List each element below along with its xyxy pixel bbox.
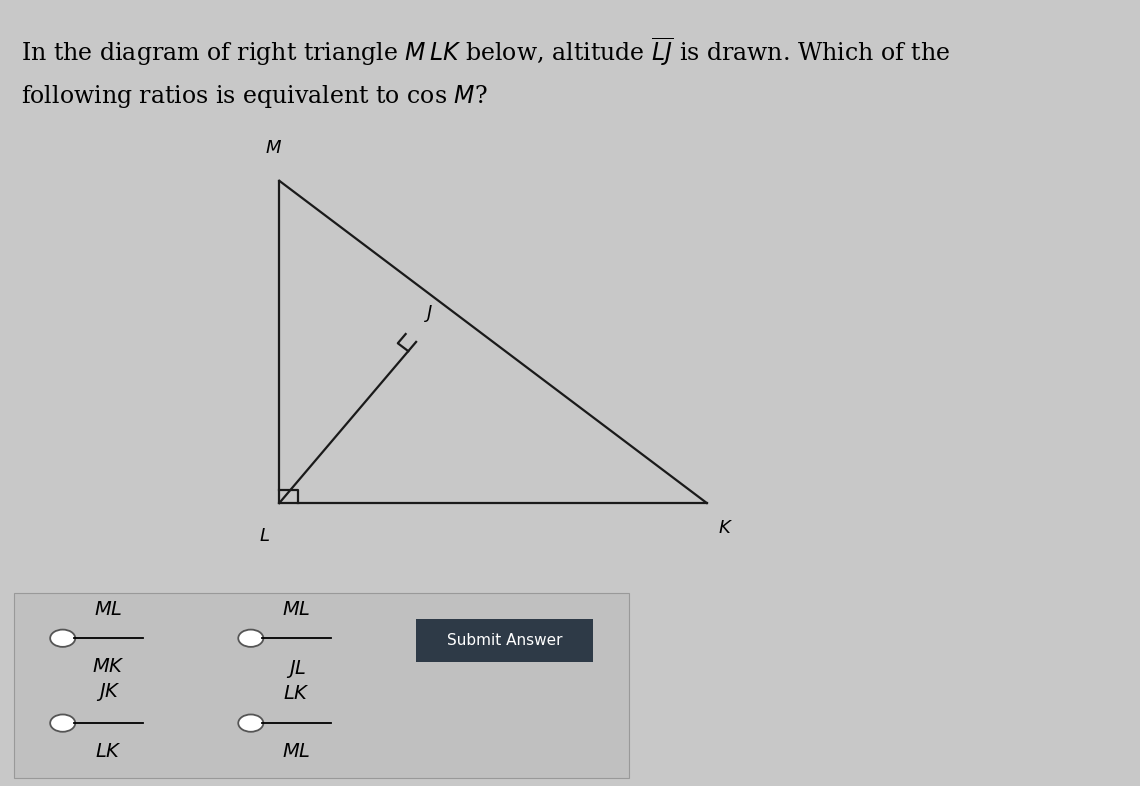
Text: $\mathit{J}\mathit{L}$: $\mathit{J}\mathit{L}$ <box>286 658 307 680</box>
Text: $\mathit{L}\mathit{K}$: $\mathit{L}\mathit{K}$ <box>283 685 310 703</box>
Text: Submit Answer: Submit Answer <box>447 633 562 648</box>
Text: $\mathit{M}\mathit{L}$: $\mathit{M}\mathit{L}$ <box>282 601 311 619</box>
Text: $K$: $K$ <box>718 519 733 537</box>
Circle shape <box>238 714 263 732</box>
Text: $L$: $L$ <box>259 527 270 545</box>
Circle shape <box>50 630 75 647</box>
Text: $\mathit{J}\mathit{K}$: $\mathit{J}\mathit{K}$ <box>96 681 121 703</box>
FancyBboxPatch shape <box>416 619 593 662</box>
Circle shape <box>238 630 263 647</box>
FancyBboxPatch shape <box>14 593 629 778</box>
Text: following ratios is equivalent to cos $\mathit{M}$?: following ratios is equivalent to cos $\… <box>21 83 487 109</box>
Text: $\mathit{M}\mathit{L}$: $\mathit{M}\mathit{L}$ <box>282 743 311 761</box>
Text: $J$: $J$ <box>424 303 434 324</box>
Circle shape <box>50 714 75 732</box>
Text: In the diagram of right triangle $\mathit{M}\,\mathit{L}\mathit{K}$ below, altit: In the diagram of right triangle $\mathi… <box>21 35 950 68</box>
Text: $\mathit{M}\mathit{K}$: $\mathit{M}\mathit{K}$ <box>92 658 124 676</box>
Text: $\mathit{L}\mathit{K}$: $\mathit{L}\mathit{K}$ <box>95 743 122 761</box>
Text: $M$: $M$ <box>266 139 282 157</box>
Text: $\mathit{M}\mathit{L}$: $\mathit{M}\mathit{L}$ <box>93 601 123 619</box>
